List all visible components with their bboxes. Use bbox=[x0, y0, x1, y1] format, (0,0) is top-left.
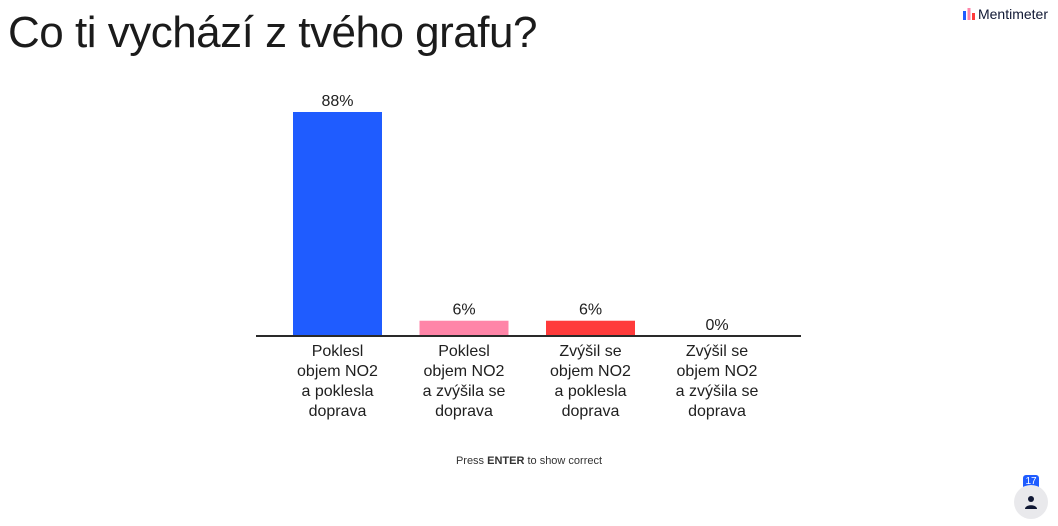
category-label-3-line-4: doprava bbox=[562, 403, 620, 420]
category-label-4-line-1: Zvýšil se bbox=[686, 343, 748, 360]
bar-value-label-1: 88% bbox=[321, 93, 353, 110]
category-label-1-line-1: Poklesl bbox=[312, 343, 364, 360]
category-label-2-line-4: doprava bbox=[435, 403, 493, 420]
hint-key: ENTER bbox=[487, 455, 525, 467]
bar-2 bbox=[419, 320, 509, 336]
bar-value-label-2: 6% bbox=[452, 302, 475, 319]
page-title: Co ti vychází z tvého grafu? bbox=[8, 8, 537, 57]
category-label-3-line-2: objem NO2 bbox=[550, 363, 631, 380]
category-label-3-line-3: a poklesla bbox=[554, 383, 626, 400]
bar-3 bbox=[546, 320, 635, 336]
participants-button[interactable] bbox=[1014, 485, 1048, 519]
category-label-1-line-4: doprava bbox=[309, 403, 367, 420]
category-label-2-line-3: a zvýšila se bbox=[423, 383, 506, 400]
category-label-1-line-3: a poklesla bbox=[301, 383, 373, 400]
enter-hint: Press ENTER to show correct bbox=[0, 455, 1058, 467]
hint-suffix: to show correct bbox=[524, 455, 603, 467]
brand-logo: Mentimeter bbox=[962, 6, 1048, 22]
category-label-4-line-3: a zvýšila se bbox=[676, 383, 759, 400]
category-label-2-line-1: Poklesl bbox=[438, 343, 490, 360]
category-label-4-line-2: objem NO2 bbox=[677, 363, 758, 380]
category-label-3-line-1: Zvýšil se bbox=[559, 343, 621, 360]
brand-name: Mentimeter bbox=[977, 6, 1048, 22]
hint-prefix: Press bbox=[455, 455, 488, 467]
mentimeter-logo-icon bbox=[962, 8, 975, 20]
category-label-1-line-2: objem NO2 bbox=[297, 363, 378, 380]
bar-value-label-3: 6% bbox=[579, 302, 602, 319]
category-label-4-line-4: doprava bbox=[688, 403, 746, 420]
bar-value-label-4: 0% bbox=[705, 317, 728, 334]
bar-1 bbox=[293, 112, 382, 336]
person-icon bbox=[1025, 496, 1037, 509]
category-label-2-line-2: objem NO2 bbox=[424, 363, 505, 380]
